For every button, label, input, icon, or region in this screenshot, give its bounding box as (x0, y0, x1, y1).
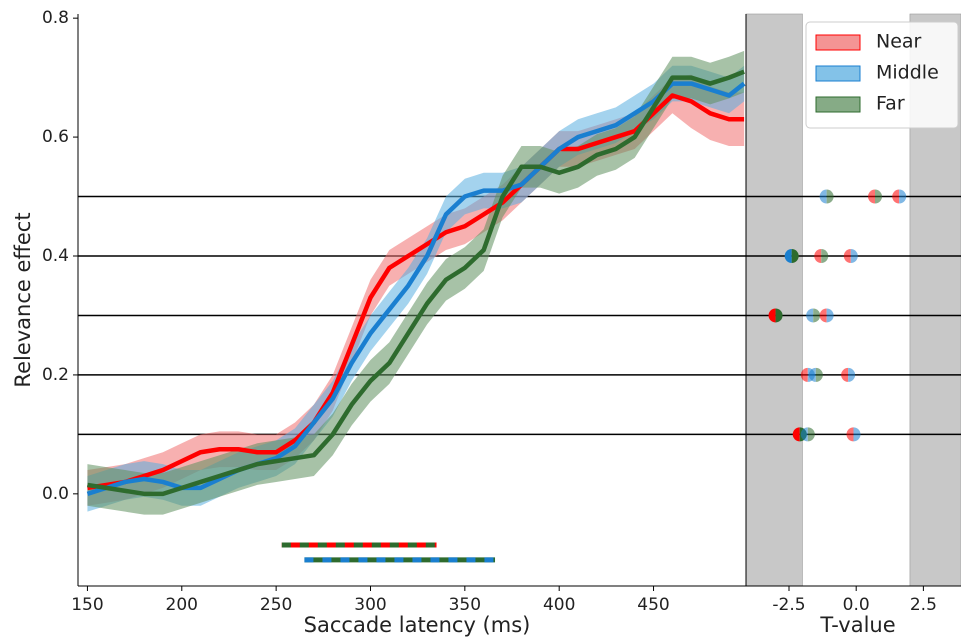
point-half (848, 367, 856, 382)
split-point (800, 427, 815, 442)
point-half (853, 427, 861, 442)
point-half (868, 189, 875, 204)
x-tick-label: 350 (449, 595, 481, 615)
point-half (784, 249, 792, 263)
point-half (841, 367, 849, 382)
critical-region (745, 13, 803, 587)
y-tick-label: 0.8 (42, 8, 69, 28)
point-half (791, 249, 799, 263)
split-point (814, 249, 829, 263)
split-point (808, 367, 823, 382)
point-half (843, 249, 851, 263)
point-half (813, 308, 821, 323)
point-half (768, 308, 776, 323)
legend-swatch (815, 34, 861, 51)
split-point (868, 189, 883, 204)
split-point (819, 308, 834, 323)
mean-line (86, 81, 746, 496)
point-half (808, 367, 816, 382)
point-half (875, 189, 883, 204)
mean-line (87, 93, 745, 491)
legend-label: Middle (876, 62, 939, 84)
point-half (775, 308, 783, 323)
split-point (846, 427, 861, 442)
y-tick-label: 0.0 (42, 484, 69, 504)
y-tick-label: 0.4 (42, 246, 69, 266)
y-tick-label: 0.2 (42, 365, 69, 385)
x-axis-label: T-value (819, 613, 895, 637)
x-tick-label: 0.0 (843, 595, 870, 615)
point-half (846, 427, 854, 442)
point-half (800, 427, 808, 442)
x-tick-label: 250 (260, 595, 292, 615)
x-tick-label: 450 (637, 595, 669, 615)
split-point (843, 249, 858, 263)
point-half (819, 308, 827, 323)
point-half (814, 249, 822, 263)
legend-swatch (815, 96, 861, 113)
point-half (892, 189, 900, 204)
point-half (815, 367, 823, 382)
legend-swatch (815, 65, 861, 82)
y-tick-label: 0.6 (42, 127, 69, 147)
x-tick-label: 400 (543, 595, 575, 615)
legend-label: Far (876, 93, 905, 115)
mean-line (87, 69, 745, 497)
x-tick-label: 200 (166, 595, 198, 615)
split-point (841, 367, 856, 382)
confidence-band (87, 65, 745, 512)
split-point (892, 189, 907, 204)
x-tick-label: 2.5 (910, 595, 937, 615)
split-point (819, 189, 834, 204)
x-tick-label: -2.5 (772, 595, 805, 615)
point-half (807, 427, 815, 442)
point-half (899, 189, 907, 204)
legend-label: Near (876, 31, 922, 53)
split-point (784, 249, 799, 263)
point-half (826, 308, 834, 323)
split-point (768, 308, 783, 323)
split-point (806, 308, 821, 323)
point-half (850, 249, 858, 263)
point-half (819, 189, 827, 204)
x-tick-label: 300 (354, 595, 386, 615)
x-axis-label: Saccade latency (ms) (304, 613, 531, 637)
point-half (792, 427, 800, 442)
point-half (806, 308, 814, 323)
y-axis-label: Relevance effect (11, 212, 35, 387)
point-half (821, 249, 829, 263)
point-half (826, 189, 834, 204)
point-half (800, 367, 808, 382)
x-tick-label: 150 (71, 595, 103, 615)
